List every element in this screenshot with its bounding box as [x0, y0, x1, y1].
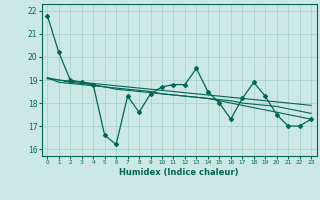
X-axis label: Humidex (Indice chaleur): Humidex (Indice chaleur)	[119, 168, 239, 177]
